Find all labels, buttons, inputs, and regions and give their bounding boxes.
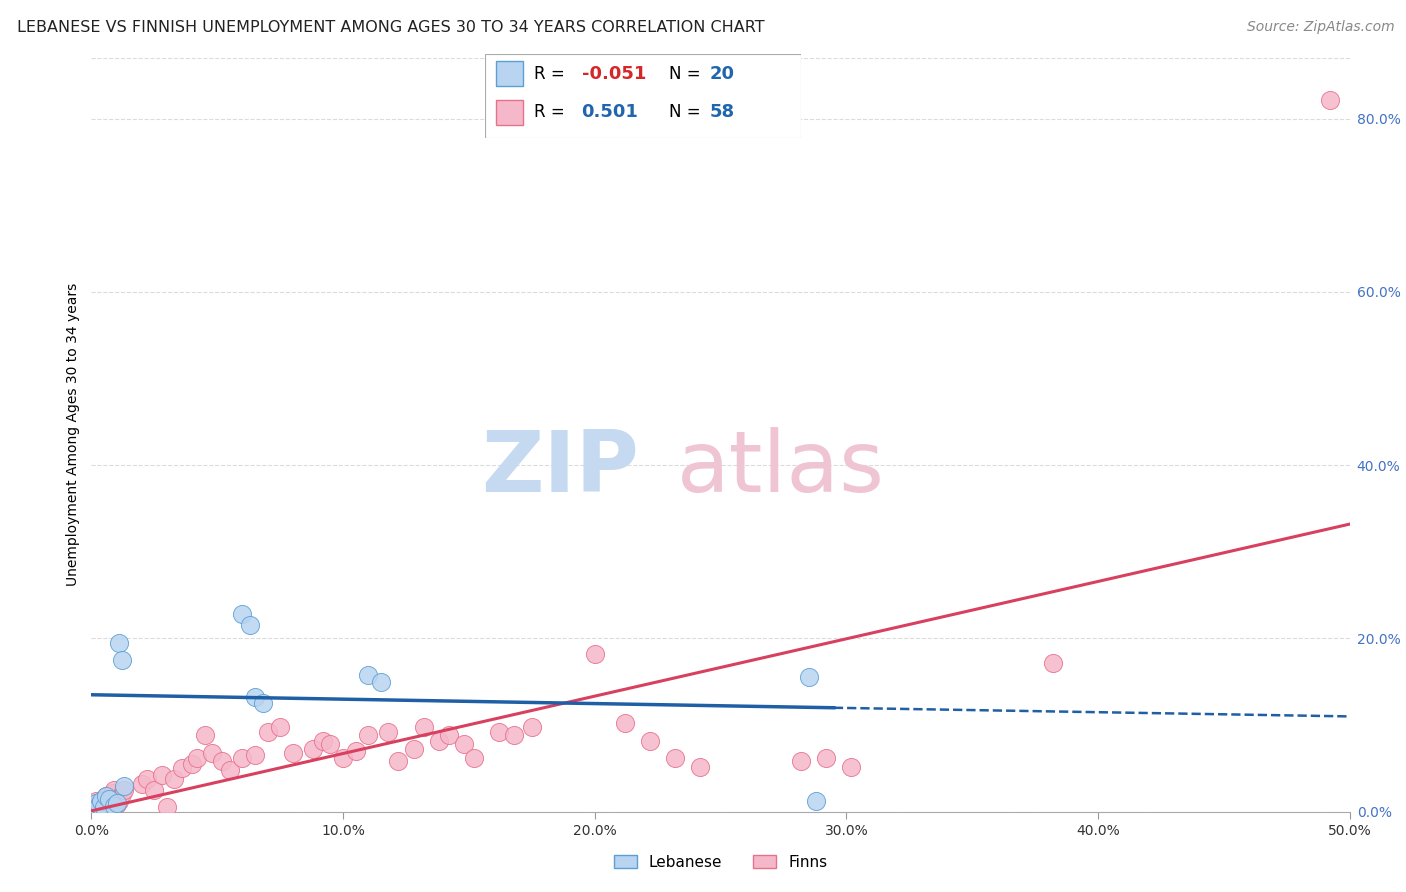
Point — [256, 725, 278, 739]
Point — [110, 788, 132, 802]
Point — [186, 751, 208, 765]
Point — [344, 744, 367, 758]
Point — [463, 751, 485, 765]
Point — [170, 761, 193, 775]
Point — [211, 755, 233, 769]
FancyBboxPatch shape — [485, 54, 801, 138]
Point — [86, 794, 108, 808]
Point — [150, 768, 173, 782]
Point — [93, 799, 115, 814]
Point — [83, 800, 105, 814]
Point — [319, 737, 342, 751]
Point — [302, 742, 325, 756]
Y-axis label: Unemployment Among Ages 30 to 34 years: Unemployment Among Ages 30 to 34 years — [66, 284, 80, 586]
Point — [239, 618, 262, 632]
Point — [583, 647, 606, 661]
Point — [112, 779, 135, 793]
Point — [377, 725, 399, 739]
Point — [96, 789, 118, 804]
Point — [357, 668, 380, 682]
Point — [1319, 93, 1341, 107]
Point — [103, 783, 125, 797]
Point — [370, 674, 392, 689]
Point — [218, 763, 240, 777]
Text: N =: N = — [669, 103, 706, 121]
Point — [790, 755, 813, 769]
Point — [231, 751, 253, 765]
Point — [412, 720, 434, 734]
Point — [231, 607, 253, 622]
Point — [194, 729, 217, 743]
Text: 20: 20 — [710, 65, 735, 83]
Point — [131, 777, 153, 791]
Text: R =: R = — [534, 65, 569, 83]
Point — [98, 791, 121, 805]
Point — [96, 789, 118, 804]
Point — [108, 794, 131, 808]
Text: ZIP: ZIP — [481, 427, 638, 510]
Point — [103, 798, 125, 813]
Point — [108, 636, 131, 650]
Text: -0.051: -0.051 — [582, 65, 645, 83]
Point — [135, 772, 157, 786]
Text: 0.501: 0.501 — [582, 103, 638, 121]
Text: atlas: atlas — [676, 427, 884, 510]
Point — [488, 725, 510, 739]
Point — [357, 729, 380, 743]
Point — [427, 733, 450, 747]
Point — [83, 797, 105, 812]
Point — [87, 799, 110, 814]
Point — [105, 796, 128, 810]
Point — [110, 653, 132, 667]
Point — [163, 772, 186, 786]
Point — [332, 751, 354, 765]
Point — [181, 757, 204, 772]
Point — [437, 729, 460, 743]
Point — [98, 796, 121, 810]
Text: N =: N = — [669, 65, 706, 83]
Point — [503, 729, 526, 743]
Point — [797, 670, 820, 684]
Point — [201, 746, 224, 760]
Point — [387, 755, 409, 769]
Point — [281, 746, 304, 760]
Point — [613, 716, 636, 731]
Legend: Lebanese, Finns: Lebanese, Finns — [607, 848, 834, 876]
Text: Source: ZipAtlas.com: Source: ZipAtlas.com — [1247, 20, 1395, 34]
Point — [143, 783, 166, 797]
Point — [815, 751, 838, 765]
Point — [689, 759, 711, 773]
Point — [1042, 656, 1064, 670]
Bar — [496, 62, 523, 87]
Point — [100, 786, 122, 800]
Point — [312, 733, 335, 747]
Point — [90, 796, 112, 810]
Point — [638, 733, 661, 747]
Text: LEBANESE VS FINNISH UNEMPLOYMENT AMONG AGES 30 TO 34 YEARS CORRELATION CHART: LEBANESE VS FINNISH UNEMPLOYMENT AMONG A… — [17, 20, 765, 35]
Point — [86, 796, 108, 810]
Point — [453, 737, 475, 751]
Point — [252, 697, 274, 711]
Point — [806, 794, 828, 808]
Point — [93, 791, 115, 805]
Point — [841, 759, 863, 773]
Point — [664, 751, 686, 765]
Bar — [496, 100, 523, 125]
Point — [520, 720, 543, 734]
Text: 58: 58 — [710, 103, 735, 121]
Point — [156, 799, 179, 814]
Point — [112, 783, 135, 797]
Point — [105, 797, 128, 811]
Point — [269, 720, 291, 734]
Text: R =: R = — [534, 103, 569, 121]
Point — [90, 794, 112, 808]
Point — [243, 690, 266, 705]
Point — [243, 748, 266, 763]
Point — [402, 742, 425, 756]
Point — [87, 797, 110, 812]
